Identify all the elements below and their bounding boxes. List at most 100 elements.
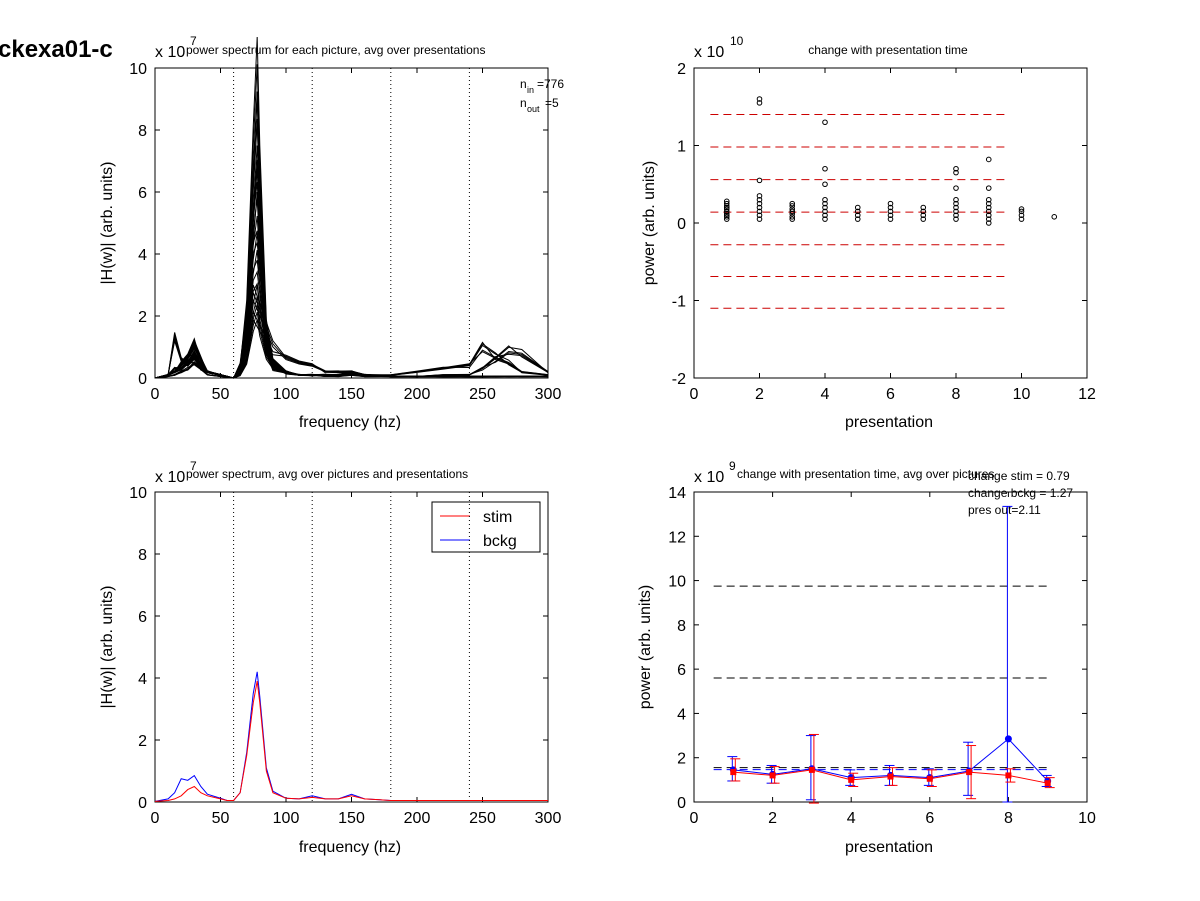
x-axis-label: presentation [845, 414, 933, 431]
x-tick-label: 50 [212, 810, 230, 827]
x-tick-label: 300 [535, 386, 562, 403]
scatter-point [854, 216, 861, 222]
panel-bottom-left: x 10 7 power spectrum, avg over pictures… [99, 459, 561, 856]
spectrum-line-22 [154, 122, 549, 379]
x-tick-label: 4 [847, 810, 856, 827]
scatter-point [920, 212, 927, 219]
panel-top-right: x 10 10 change with presentation time pr… [641, 34, 1096, 431]
note-nout-sub: out [527, 104, 540, 114]
marker-bckg [1004, 735, 1012, 743]
spectrum-line-18 [154, 311, 549, 379]
scatter-point [985, 185, 992, 191]
multiplier-exponent: 9 [729, 459, 736, 473]
scatter-point [789, 216, 796, 222]
y-tick-label: 0 [677, 795, 686, 812]
marker-stim [808, 766, 815, 773]
spectrum-line-8 [154, 91, 549, 379]
scatter-point [756, 96, 763, 102]
scatter-point [953, 165, 959, 172]
scatter-point [723, 198, 730, 205]
x-tick-label: 2 [755, 386, 764, 403]
figure-id-label: ckexa01-c [0, 36, 113, 63]
scatter-point [723, 208, 730, 215]
panel-title: change with presentation time [808, 43, 968, 57]
panel-title: change with presentation time, avg over … [737, 467, 994, 481]
spectrum-line-16 [154, 145, 549, 379]
series-line-bckg [154, 671, 548, 802]
multiplier-exponent: 7 [190, 34, 197, 48]
spectrum-line-14 [154, 64, 549, 379]
y-axis-label: power (arb. units) [637, 585, 654, 710]
legend-box [431, 501, 541, 553]
y-tick-label: 0 [677, 216, 686, 233]
marker-stim [769, 772, 776, 779]
scatter-point [756, 177, 763, 184]
scatter-point [1018, 216, 1025, 222]
legend: stim bckg [431, 501, 541, 553]
x-tick-label: 0 [151, 386, 160, 403]
scatter-point [756, 193, 763, 199]
note-change-stim: change stim = 0.79 [968, 469, 1070, 483]
multiplier-base: x 10 [694, 44, 724, 61]
y-axis-label: power (arb. units) [641, 161, 658, 286]
marker-stim [1005, 772, 1012, 779]
scatter-point [887, 208, 894, 215]
scatter-point [985, 200, 992, 207]
y-tick-label: 10 [129, 61, 147, 78]
x-tick-label: 200 [404, 810, 431, 827]
marker-stim [887, 773, 894, 780]
scatter-point [1018, 208, 1025, 215]
x-tick-label: 100 [273, 386, 300, 403]
panel-bottom-right: x 10 9 change with presentation time, av… [637, 459, 1096, 856]
scatter-point [822, 204, 828, 211]
note-change-bckg: change bckg = 1.27 [968, 486, 1073, 500]
scatter-point [756, 212, 763, 219]
scatter-point [985, 196, 992, 203]
y-tick-label: 2 [138, 733, 147, 750]
scatter-point [920, 204, 927, 211]
scatter-point [756, 204, 763, 211]
scatter-point [822, 216, 828, 222]
scatter-point [756, 196, 763, 203]
spectrum-line-1 [154, 250, 549, 379]
spectrum-line-30 [154, 296, 549, 379]
scatter-point [789, 208, 796, 215]
marker-stim [966, 769, 973, 776]
scatter-point [756, 200, 763, 207]
scatter-point [822, 200, 828, 207]
note-nin-value: =776 [537, 77, 564, 91]
scatter-point [985, 208, 992, 215]
scatter-point [985, 216, 992, 222]
scatter-point [887, 200, 894, 207]
y-axis-label: |H(w)| (arb. units) [99, 162, 116, 285]
multiplier-base: x 10 [155, 44, 185, 61]
y-tick-label: 6 [138, 185, 147, 202]
x-tick-label: 0 [690, 386, 699, 403]
plot-frame [154, 67, 549, 379]
multiplier-base: x 10 [694, 469, 724, 486]
note-pres-out: pres out=2.11 [968, 503, 1041, 517]
scatter-point [887, 216, 894, 222]
scatter-point [789, 206, 796, 212]
scatter-point [789, 214, 796, 220]
scatter-point [887, 212, 894, 219]
scatter-point [1018, 206, 1025, 212]
scatter-point [985, 204, 992, 211]
scatter-point [953, 216, 959, 222]
scatter-point [822, 208, 828, 215]
scatter-point [953, 196, 959, 203]
y-tick-label: 12 [668, 529, 686, 546]
panel-title: power spectrum, avg over pictures and pr… [186, 467, 468, 481]
spectrum-line-7 [154, 233, 549, 379]
scatter-point [756, 208, 763, 215]
y-tick-label: 8 [138, 547, 147, 564]
y-tick-label: 0 [138, 795, 147, 812]
scatter-point [985, 212, 992, 219]
y-tick-label: 4 [677, 706, 686, 723]
x-tick-label: 200 [404, 386, 431, 403]
y-tick-label: 2 [677, 61, 686, 78]
note-nout-value: =5 [545, 96, 559, 110]
x-tick-label: 0 [151, 810, 160, 827]
scatter-point [789, 203, 796, 209]
